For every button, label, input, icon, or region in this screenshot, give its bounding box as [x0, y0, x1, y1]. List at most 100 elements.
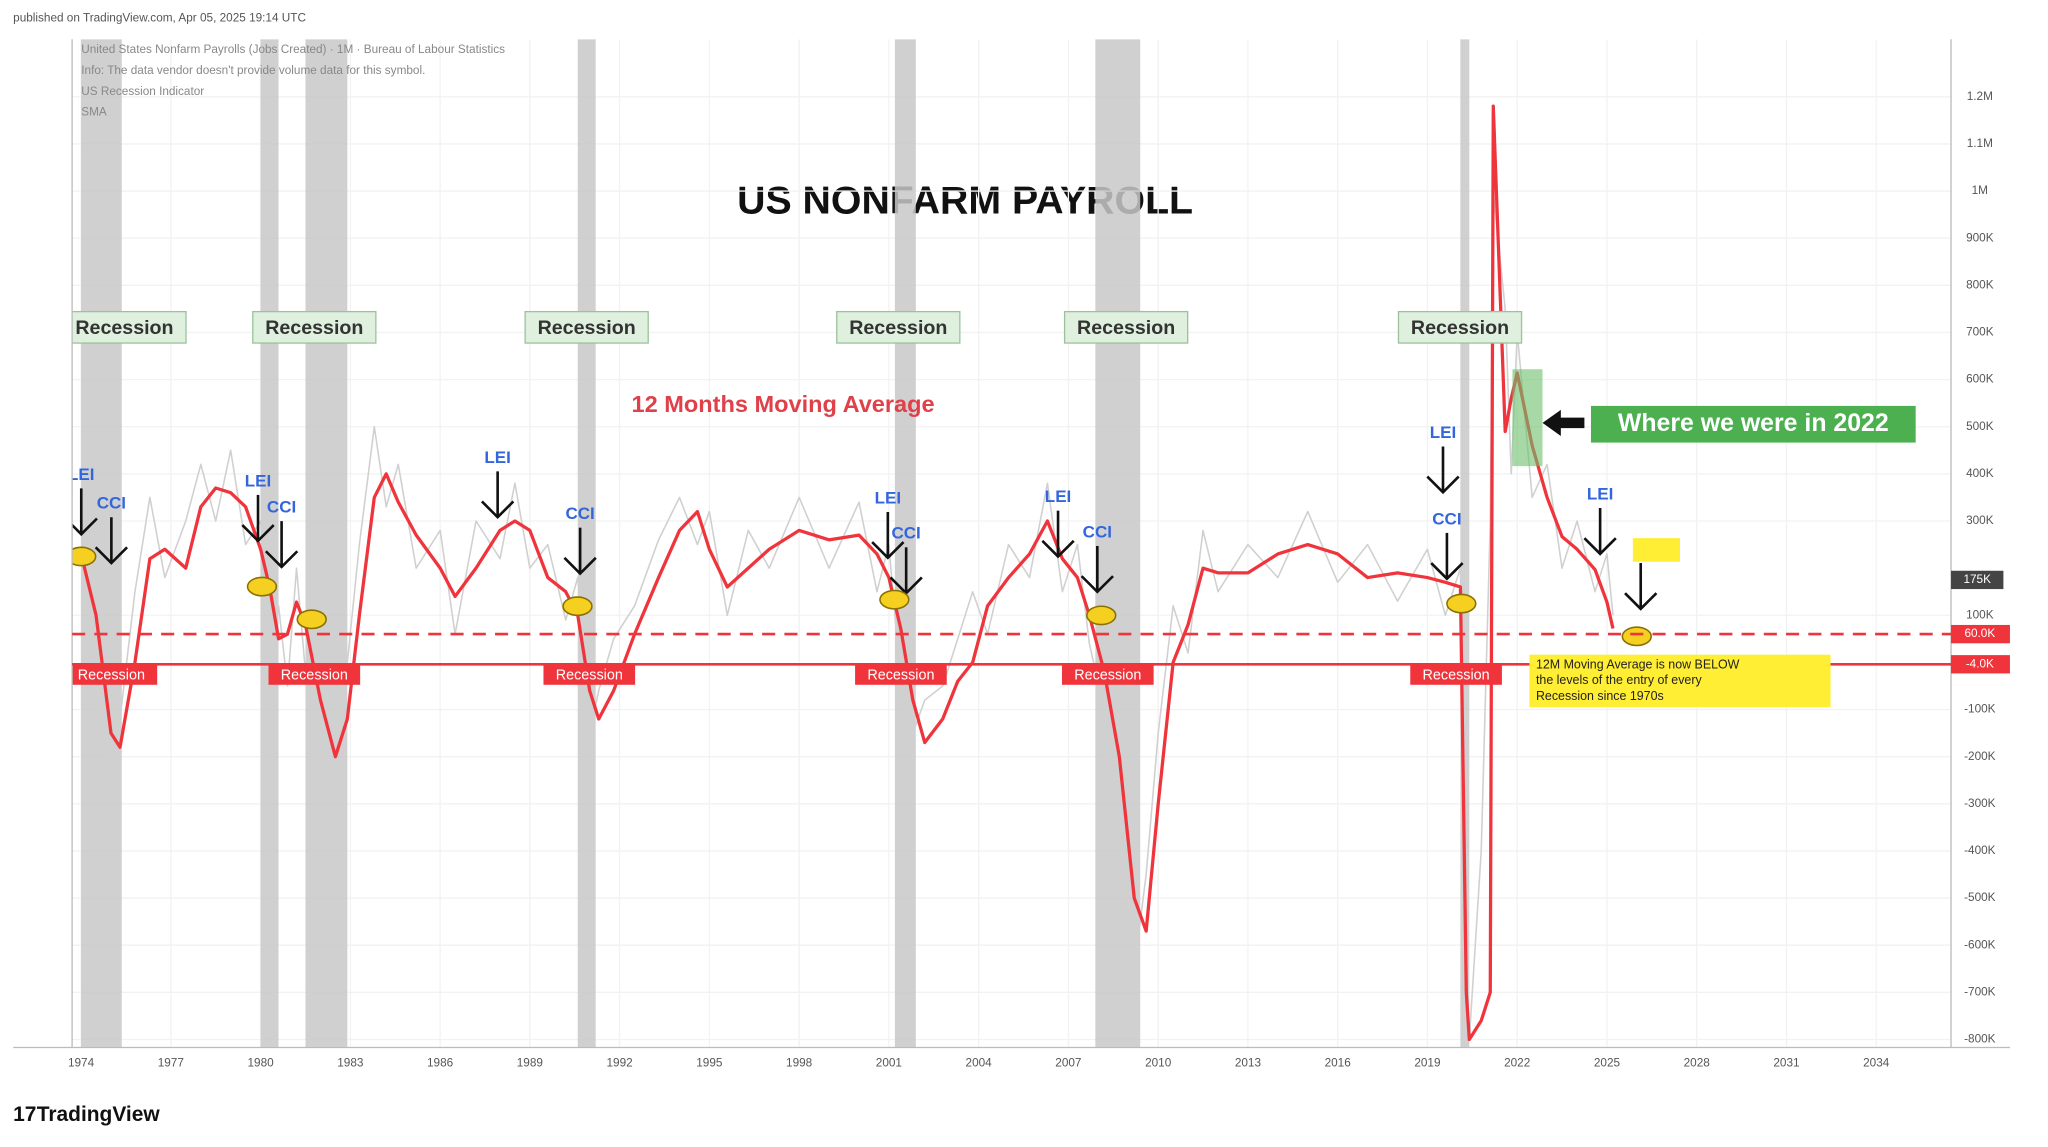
recession-band: [260, 39, 279, 1048]
recession-bottom-tag: Recession: [1422, 667, 1489, 683]
y-tick-label: -700K: [1964, 985, 1996, 998]
x-tick-label: 1977: [158, 1056, 184, 1069]
recession-tag-box: [836, 310, 961, 344]
y-tick-label: 600K: [1966, 373, 1994, 386]
level-label: -4.0K: [1966, 657, 1994, 670]
y-tick-label: -100K: [1964, 703, 1996, 716]
signal-arrowhead: [889, 576, 923, 595]
x-tick-label: 2001: [876, 1056, 902, 1069]
y-tick-label: 1M: [1972, 184, 1988, 197]
recession-tag: Recession: [1077, 317, 1175, 339]
x-tick-label: 1983: [337, 1056, 364, 1069]
note-box: [1529, 654, 1831, 708]
x-tick-label: 1980: [247, 1056, 274, 1069]
recession-bottom-tag: Recession: [556, 667, 623, 683]
y-tick-label: 500K: [1966, 420, 1994, 433]
note-text: the levels of the entry of every: [1536, 673, 1703, 687]
signal-label: CCI: [892, 524, 921, 543]
signal-arrowhead: [264, 550, 299, 569]
recession-bottom-box: [855, 665, 947, 685]
recession-tag-box: [72, 310, 187, 344]
x-tick-label: 2028: [1684, 1056, 1711, 1069]
plot-area: Recession Recession Recession Recession Rece…: [68, 39, 1952, 1048]
signal-arrowhead: [1430, 562, 1464, 581]
legend-entry: Info: The data vendor doesn't provide vo…: [81, 64, 425, 77]
signal-arrowhead: [871, 541, 905, 560]
y-tick-label: 700K: [1966, 326, 1994, 339]
signal-marker: [72, 546, 97, 567]
y-tick-label: 900K: [1966, 231, 1994, 244]
ma-label: 12 Months Moving Average: [632, 391, 935, 417]
signal-marker: [1621, 626, 1652, 647]
signal-marker: [879, 589, 910, 610]
x-tick-label: 2034: [1863, 1056, 1890, 1069]
signal-marker: [296, 609, 327, 630]
y-tick-label: 400K: [1966, 467, 1994, 480]
signal-arrowhead: [563, 556, 597, 576]
y-tick-label: -600K: [1964, 938, 1996, 951]
x-tick-label: 1974: [68, 1056, 95, 1069]
signal-label: LEI: [68, 465, 94, 484]
signal-marker: [246, 576, 278, 597]
signal-arrowhead: [241, 524, 275, 543]
recession-bottom-box: [268, 665, 361, 685]
recession-tag: Recession: [75, 317, 173, 339]
callout-text: Where we were in 2022: [1618, 409, 1889, 437]
signal-arrowhead: [1583, 537, 1617, 556]
recession-bottom-tag: Recession: [281, 667, 348, 683]
last-value-label: 175K: [1963, 573, 1991, 586]
signal-marker: [562, 596, 593, 617]
signal-arrowhead: [480, 500, 515, 520]
signal-arrowhead: [1624, 592, 1658, 611]
x-tick-label: 2016: [1325, 1056, 1352, 1069]
recession-bottom-tag: Recession: [78, 667, 145, 683]
y-tick-label: -300K: [1964, 797, 1996, 810]
recession-band: [81, 39, 122, 1048]
signal-label: CCI: [1432, 509, 1461, 528]
recession-bottom-tag: Recession: [1074, 667, 1141, 683]
recession-tag: Recession: [538, 317, 636, 339]
recession-tag: Recession: [265, 317, 363, 339]
x-tick-label: 2025: [1594, 1056, 1621, 1069]
signal-label: CCI: [1083, 522, 1112, 541]
recession-band: [305, 39, 348, 1048]
level-label: 60.0K: [1964, 627, 1995, 640]
callout-zone: [1512, 369, 1543, 467]
x-tick-label: 2013: [1235, 1056, 1262, 1069]
legend-entry: SMA: [81, 106, 107, 119]
signal-label: LEI: [484, 448, 510, 467]
signal-label: CCI: [97, 494, 126, 513]
recession-bottom-box: [1410, 665, 1502, 685]
x-tick-label: 2031: [1773, 1056, 1799, 1069]
signal-label: CCI: [267, 498, 296, 517]
footer-logo: 17: [13, 1103, 36, 1126]
x-tick-label: 2019: [1414, 1056, 1440, 1069]
y-tick-label: -400K: [1964, 844, 1996, 857]
y-tick-label: 1.1M: [1967, 137, 1993, 150]
note-text: 12M Moving Average is now BELOW: [1536, 657, 1740, 671]
x-tick-label: 1992: [607, 1056, 633, 1069]
legend-entry: United States Nonfarm Payrolls (Jobs Cre…: [81, 43, 505, 56]
recession-bottom-box: [1061, 665, 1154, 685]
y-tick-label: 300K: [1966, 514, 1994, 527]
signal-label: LEI: [245, 471, 271, 490]
y-tick-label: 1.2M: [1967, 90, 1993, 103]
recession-tag-box: [1397, 310, 1523, 344]
y-tick-label: -200K: [1964, 750, 1996, 763]
x-tick-label: 2004: [966, 1056, 993, 1069]
signal-label: LEI: [1045, 487, 1071, 506]
recession-tag: Recession: [849, 317, 947, 339]
level-label-box: [1951, 624, 2010, 644]
footer: TradingView: [37, 1103, 161, 1126]
x-tick-label: 2022: [1504, 1056, 1530, 1069]
signal-arrowhead: [72, 517, 98, 537]
recession-tag-box: [524, 310, 649, 344]
y-tick-label: -800K: [1964, 1033, 1996, 1046]
signal-label: LEI: [875, 488, 901, 507]
signal-arrowhead: [1041, 539, 1075, 559]
signal-label: LEI: [1430, 423, 1456, 442]
x-tick-label: 1998: [786, 1056, 813, 1069]
x-tick-label: 1995: [696, 1056, 723, 1069]
signal-label: CCI: [565, 504, 594, 523]
x-tick-label: 1986: [427, 1056, 454, 1069]
